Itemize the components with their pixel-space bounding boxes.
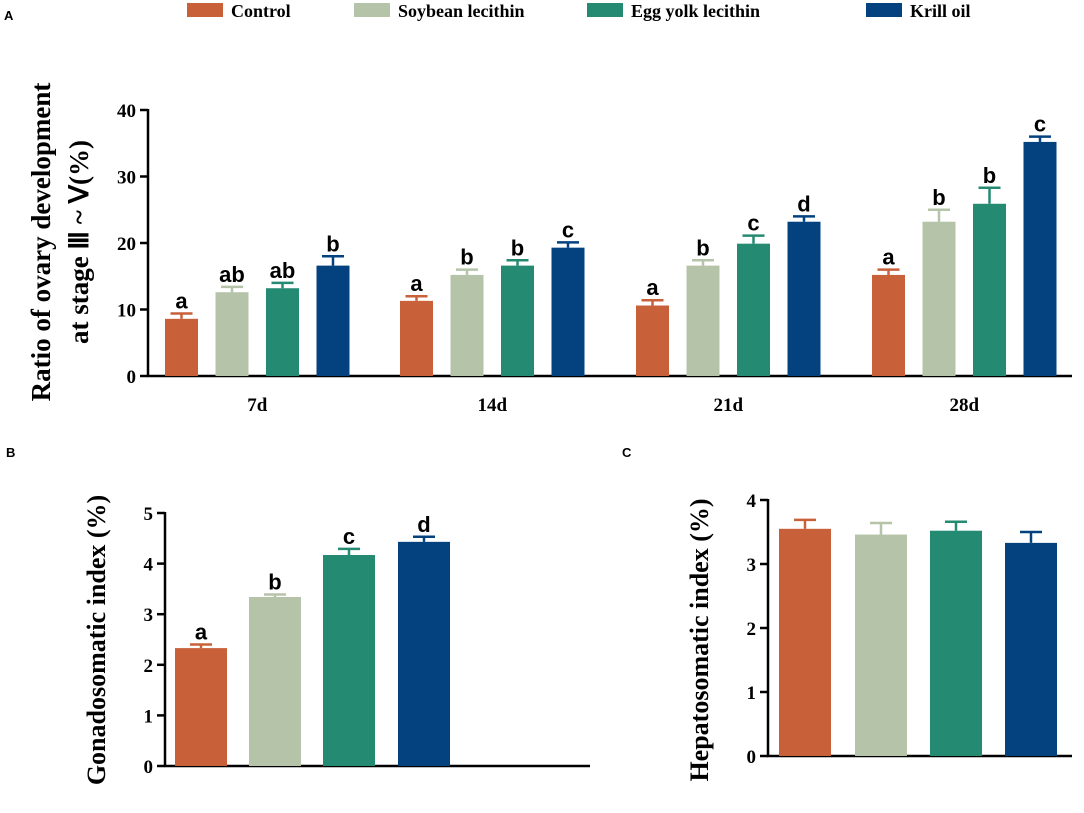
panel-c-bar — [779, 528, 831, 756]
panel-a-significance-letter: a — [882, 245, 895, 270]
panel-a-significance-letter: b — [326, 231, 339, 256]
panel-a-bar — [215, 292, 249, 376]
panel-a-bar — [686, 265, 720, 376]
panel-a-bar — [501, 265, 534, 376]
panel-c-bar — [1005, 542, 1057, 756]
panel-c-bar — [930, 530, 982, 756]
panel-a-significance-letter: ab — [219, 262, 245, 287]
panel-a-significance-letter: ab — [270, 258, 296, 283]
panel-a-significance-letter: b — [696, 235, 709, 260]
panel-a-bar — [450, 274, 484, 376]
panel-b-ytick-label: 5 — [144, 504, 154, 525]
panel-a-ytick-label: 30 — [117, 168, 136, 189]
panel-a-significance-letter: b — [932, 185, 945, 210]
legend-label-egg-yolk: Egg yolk lecithin — [631, 1, 760, 21]
panel-b-bar — [323, 554, 375, 766]
panel-label-a: A — [4, 8, 14, 23]
panel-a-bar — [400, 300, 433, 376]
panel-b-chart: 0 1 2 3 4 5 a b c d — [144, 504, 590, 778]
panel-b-significance-letter: a — [195, 620, 208, 645]
panel-a-significance-letter: c — [1034, 112, 1046, 137]
legend-swatch-krill — [866, 3, 902, 17]
panel-a-bar — [872, 274, 905, 376]
panel-a-bar — [787, 221, 821, 376]
panel-label-c: C — [622, 445, 632, 460]
panel-b-significance-letter: d — [417, 512, 430, 537]
legend-label-soybean: Soybean lecithin — [398, 1, 525, 21]
panel-a-bar — [551, 247, 585, 376]
panel-c-ytick-label: 1 — [747, 683, 757, 704]
panel-b-ylabel: Gonadosomatic index (%) — [82, 495, 111, 785]
panel-c-chart: 0 1 2 3 4 — [747, 491, 1072, 768]
legend-label-control: Control — [231, 1, 291, 21]
legend-swatch-egg-yolk — [587, 3, 623, 17]
panel-a-bar — [973, 203, 1006, 376]
panel-a-bar — [1023, 141, 1057, 376]
legend: Control Soybean lecithin Egg yolk lecith… — [187, 1, 971, 21]
panel-a-significance-letter: d — [797, 191, 810, 216]
panel-a-ytick-label: 40 — [117, 101, 136, 122]
panel-a-ylabel-line1: Ratio of ovary development — [26, 83, 56, 402]
panel-b-significance-letter: c — [343, 524, 355, 549]
panel-a-bar — [737, 243, 770, 376]
panel-a-significance-letter: c — [747, 211, 759, 236]
panel-c-ylabel: Hepatosomatic index (%) — [685, 498, 714, 781]
panel-a-xtick-label: 7d — [247, 395, 268, 416]
panel-a-significance-letter: b — [983, 163, 996, 188]
panel-a-xtick-label: 14d — [477, 395, 507, 416]
legend-swatch-soybean — [354, 3, 390, 17]
panel-c-ytick-label: 3 — [747, 555, 757, 576]
panel-a-significance-letter: a — [646, 275, 659, 300]
panel-b-ytick-label: 3 — [144, 605, 154, 626]
panel-a-significance-letter: b — [511, 235, 524, 260]
panel-c-ytick-label: 0 — [747, 747, 757, 768]
panel-a-ytick-label: 10 — [117, 301, 136, 322]
panel-a-significance-letter: b — [460, 245, 473, 270]
panel-b-bar — [175, 648, 227, 766]
panel-a-xtick-label: 28d — [949, 395, 979, 416]
panel-a-bar — [636, 305, 669, 376]
panel-a-bar — [316, 265, 350, 376]
panel-c-ytick-label: 2 — [747, 619, 757, 640]
panel-b-ytick-label: 2 — [144, 656, 154, 677]
panel-a-ylabel-line2: at stage Ⅲ ~ Ⅴ(%) — [64, 140, 94, 344]
panel-b-ytick-label: 0 — [144, 757, 154, 778]
panel-c-bar — [855, 534, 907, 756]
panel-a-xtick-label: 21d — [713, 395, 743, 416]
panel-b-ytick-label: 1 — [144, 706, 154, 727]
panel-a-bar — [165, 318, 198, 376]
panel-a-bar — [922, 221, 956, 376]
legend-swatch-control — [187, 3, 223, 17]
panel-b-bar — [398, 541, 450, 766]
legend-label-krill: Krill oil — [910, 1, 971, 21]
panel-label-b: B — [6, 445, 15, 460]
panel-c-ytick-label: 4 — [747, 491, 757, 512]
panel-a-significance-letter: a — [175, 288, 188, 313]
panel-a-ytick-label: 0 — [127, 367, 137, 388]
panel-a-significance-letter: a — [410, 271, 423, 296]
panel-a-bar — [266, 288, 299, 376]
panel-b-bar — [249, 596, 301, 766]
panel-a-significance-letter: c — [562, 217, 574, 242]
panel-a-ytick-label: 20 — [117, 234, 136, 255]
panel-b-significance-letter: b — [268, 569, 281, 594]
panel-b-ytick-label: 4 — [144, 555, 154, 576]
